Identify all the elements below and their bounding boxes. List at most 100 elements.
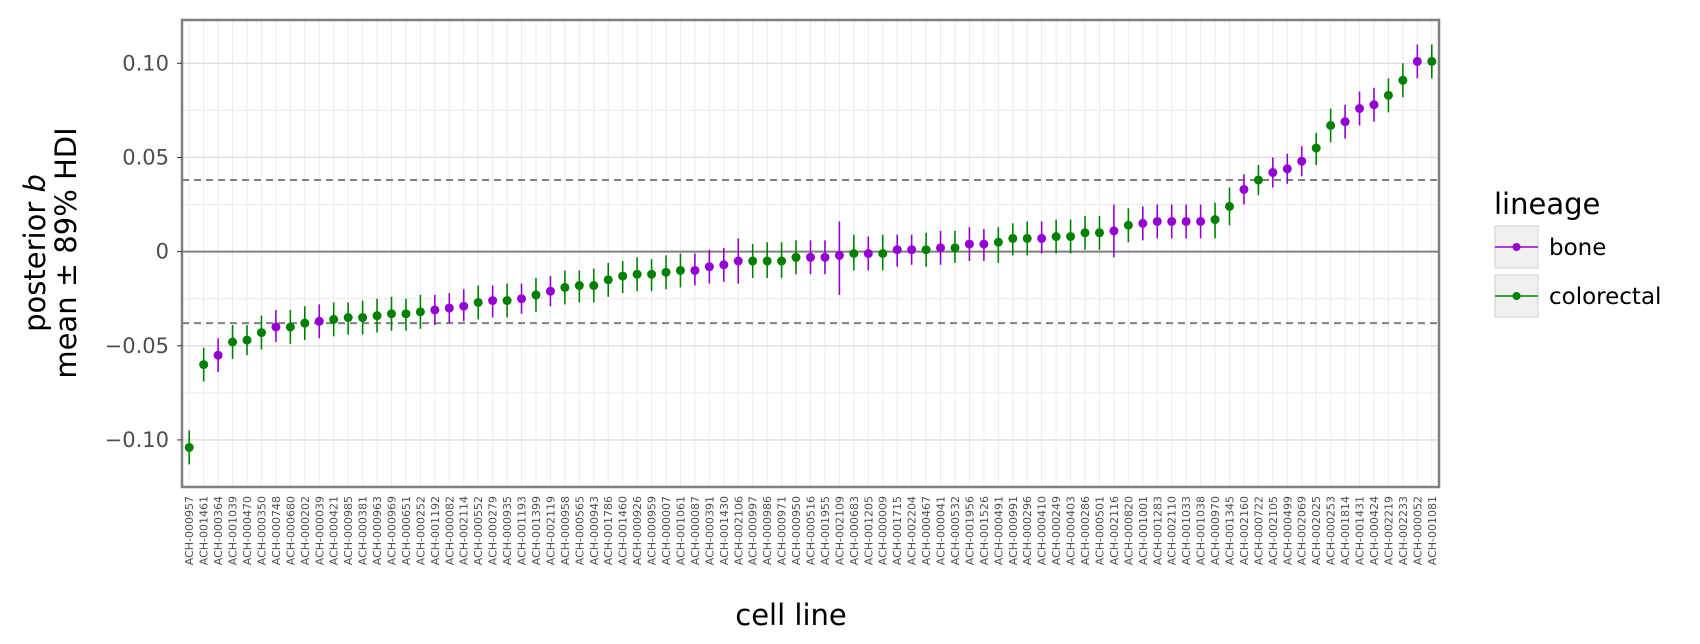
data-point: [213, 350, 223, 360]
y-tick-label: −0.10: [105, 428, 169, 452]
data-point: [704, 262, 714, 272]
x-tick-label: ACH-000958: [559, 496, 572, 565]
x-tick-label: ACH-000350: [255, 496, 268, 565]
x-tick-label: ACH-000926: [631, 496, 644, 565]
x-axis-ticks: ACH-000957 ACH-001461 ACH-000364 ACH-001039…: [183, 496, 1439, 565]
data-point: [430, 305, 440, 315]
x-tick-label: ACH-000820: [1122, 496, 1135, 565]
data-point: [560, 282, 570, 292]
data-point: [242, 335, 252, 345]
data-point: [1253, 175, 1263, 185]
x-tick-label: ACH-002116: [1108, 496, 1121, 565]
data-point: [343, 313, 353, 323]
x-tick-label: ACH-001081: [1426, 496, 1439, 565]
data-point: [603, 275, 613, 285]
data-point: [719, 260, 729, 270]
data-point: [1167, 216, 1177, 226]
x-tick-label: ACH-001461: [198, 496, 211, 565]
data-point: [473, 297, 483, 307]
x-tick-label: ACH-001431: [1354, 496, 1367, 565]
legend-title: lineage: [1494, 187, 1600, 221]
x-tick-label: ACH-000087: [689, 496, 702, 565]
data-point: [878, 249, 888, 258]
x-tick-label: ACH-000552: [472, 496, 485, 565]
data-point: [661, 267, 671, 277]
x-tick-label: ACH-000410: [1036, 496, 1049, 565]
x-tick-label: ACH-000252: [414, 496, 427, 565]
x-tick-label: ACH-000253: [1325, 496, 1338, 565]
legend-entry-colorectal: colorectal: [1494, 274, 1661, 318]
x-tick-label: ACH-000935: [501, 496, 514, 565]
x-tick-label: ACH-000971: [776, 496, 789, 565]
data-point: [574, 281, 584, 291]
data-point: [834, 250, 844, 260]
x-tick-label: ACH-000943: [588, 496, 601, 565]
x-tick-label: ACH-001192: [429, 496, 442, 565]
x-tick-label: ACH-000970: [1209, 496, 1222, 565]
x-gridlines: [188, 20, 1433, 487]
y-axis-title-italic: b: [18, 174, 52, 192]
x-tick-label: ACH-000041: [935, 496, 948, 565]
y-axis-title: posterior b mean ± 89% HDI: [18, 127, 83, 378]
data-point: [199, 360, 209, 370]
x-tick-label: ACH-000516: [805, 496, 818, 565]
data-point: [372, 311, 382, 321]
data-point: [1022, 233, 1032, 243]
legend: lineage bone colorectal: [1494, 187, 1661, 318]
x-tick-label: ACH-000501: [1093, 496, 1106, 565]
data-point: [1282, 164, 1292, 174]
x-tick-label: ACH-000532: [949, 496, 962, 565]
x-tick-label: ACH-001786: [602, 496, 615, 565]
data-point: [1297, 156, 1307, 166]
legend-label-colorectal: colorectal: [1549, 284, 1661, 310]
x-tick-label: ACH-000969: [386, 496, 399, 565]
x-tick-label: ACH-001205: [862, 496, 875, 565]
data-point: [1311, 143, 1321, 153]
x-tick-label: ACH-001193: [516, 496, 529, 565]
x-tick-label: ACH-000279: [487, 496, 500, 565]
data-point: [1355, 104, 1365, 114]
x-tick-label: ACH-001715: [891, 496, 904, 565]
x-tick-label: ACH-002204: [906, 496, 919, 565]
x-tick-label: ACH-000950: [790, 496, 803, 565]
data-point: [863, 249, 873, 258]
data-point: [806, 252, 815, 262]
x-axis-title: cell line: [735, 598, 846, 632]
x-tick-label: ACH-000470: [241, 496, 254, 565]
data-point: [256, 328, 266, 338]
data-point: [1369, 100, 1379, 110]
x-tick-label: ACH-000424: [1368, 496, 1381, 565]
data-point: [1080, 228, 1090, 238]
x-tick-label: ACH-000957: [183, 496, 196, 565]
x-tick-label: ACH-000286: [1079, 496, 1092, 565]
y-axis-title-line1: posterior b: [18, 174, 52, 332]
x-tick-label: ACH-002069: [1296, 496, 1309, 565]
data-point: [444, 303, 454, 313]
legend-key-point-colorectal: [1512, 292, 1521, 300]
x-tick-label: ACH-001061: [674, 496, 687, 565]
x-tick-label: ACH-002106: [732, 496, 745, 565]
y-tick-label: 0.05: [122, 145, 169, 169]
x-tick-label: ACH-000986: [761, 496, 774, 565]
y-tick-label: 0.10: [122, 51, 169, 75]
data-point: [1181, 216, 1191, 226]
legend-entry-bone: bone: [1494, 225, 1606, 269]
data-point: [907, 245, 917, 255]
data-point: [1427, 56, 1437, 66]
plot-border: [180, 18, 1441, 489]
x-tick-label: ACH-000467: [920, 496, 933, 565]
data-point: [690, 265, 700, 275]
x-tick-label: ACH-001430: [718, 496, 731, 565]
data-point: [415, 307, 425, 317]
data-point: [993, 237, 1003, 247]
data-point: [589, 281, 599, 291]
data-point: [950, 243, 960, 253]
x-tick-label: ACH-000296: [1021, 496, 1034, 565]
data-point: [300, 318, 310, 328]
x-tick-label: ACH-002160: [1238, 496, 1251, 565]
data-point: [459, 301, 469, 311]
data-point: [964, 239, 974, 249]
x-tick-label: ACH-000381: [357, 496, 370, 565]
x-tick-label: ACH-002233: [1397, 496, 1410, 565]
y-tick-label: 0: [156, 240, 169, 264]
